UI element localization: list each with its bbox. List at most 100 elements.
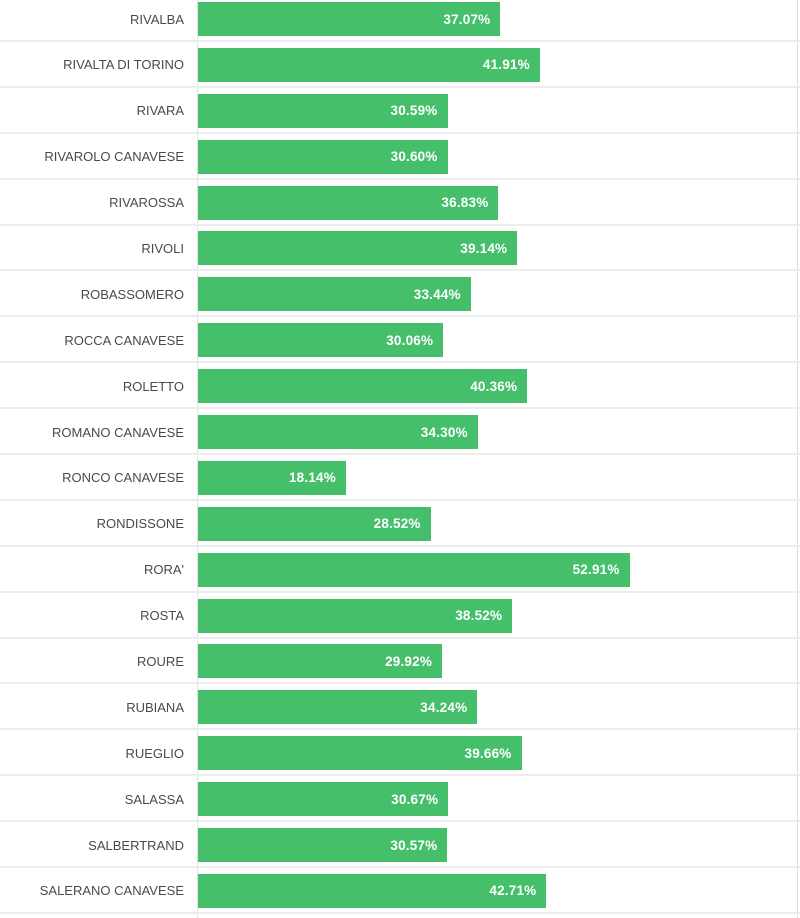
bar-value-label: 52.91%: [572, 562, 620, 578]
bar[interactable]: 28.52%: [198, 506, 431, 541]
category-label: RIVOLI: [141, 240, 184, 256]
bar[interactable]: 36.83%: [198, 185, 499, 220]
bar-area: 30.06%: [198, 323, 800, 358]
bar-value-label: 30.59%: [390, 103, 438, 119]
category-label: ROCCA CANAVESE: [64, 332, 184, 348]
bar-area: 39.66%: [198, 736, 800, 771]
bar[interactable]: 39.14%: [198, 231, 518, 266]
row-divider: [0, 911, 800, 914]
bar[interactable]: 30.06%: [198, 323, 444, 358]
row-divider: [0, 223, 800, 226]
bar-value-label: 37.07%: [443, 11, 491, 27]
bar-value-label: 38.52%: [455, 608, 503, 624]
chart-row: RUBIANA 34.24%: [0, 688, 800, 734]
category-label: SALBERTRAND: [88, 837, 184, 853]
row-divider: [0, 728, 800, 731]
chart-row: ROBASSOMERO 33.44%: [0, 275, 800, 321]
row-divider: [0, 820, 800, 823]
bar-value-label: 42.71%: [489, 883, 537, 899]
bar[interactable]: 34.24%: [198, 690, 478, 725]
chart-row: SALBERTRAND 30.57%: [0, 826, 800, 872]
chart-row: RIVALTA DI TORINO 41.91%: [0, 46, 800, 92]
bar[interactable]: 30.67%: [198, 782, 449, 817]
bar-value-label: 30.57%: [390, 837, 438, 853]
row-divider: [0, 361, 800, 364]
bar-value-label: 40.36%: [470, 378, 518, 394]
category-label: SALASSA: [124, 791, 184, 807]
bar-area: 30.67%: [198, 782, 800, 817]
category-label: RUBIANA: [126, 699, 184, 715]
row-divider: [0, 682, 800, 685]
bar-value-label: 36.83%: [441, 195, 489, 211]
bar[interactable]: 29.92%: [198, 644, 443, 679]
bar[interactable]: 38.52%: [198, 598, 513, 633]
category-label: RIVALTA DI TORINO: [63, 57, 184, 73]
bar-area: 34.30%: [198, 415, 800, 450]
right-gridline: [797, 0, 798, 918]
bar-value-label: 39.66%: [464, 745, 512, 761]
bar[interactable]: 41.91%: [198, 47, 540, 82]
row-divider: [0, 866, 800, 869]
row-divider: [0, 131, 800, 134]
bar-area: 52.91%: [198, 552, 800, 587]
bar[interactable]: 34.30%: [198, 415, 478, 450]
bar[interactable]: 37.07%: [198, 2, 501, 36]
chart-row: RIVALBA 37.07%: [0, 0, 800, 46]
chart-row: RIVOLI 39.14%: [0, 229, 800, 275]
category-label: RORA': [143, 562, 184, 578]
bar[interactable]: 30.59%: [198, 93, 448, 128]
bar-value-label: 30.67%: [391, 791, 439, 807]
bar-area: 30.59%: [198, 93, 800, 128]
row-divider: [0, 269, 800, 272]
chart-row: SALASSA 30.67%: [0, 780, 800, 826]
bar[interactable]: 30.60%: [198, 139, 448, 174]
category-label: RONCO CANAVESE: [62, 470, 184, 486]
row-divider: [0, 85, 800, 88]
bar[interactable]: 52.91%: [198, 552, 630, 587]
chart-row: RIVAROSSA 36.83%: [0, 184, 800, 230]
bar-value-label: 30.60%: [390, 149, 438, 165]
category-label: RIVAROSSA: [109, 195, 184, 211]
bar[interactable]: 18.14%: [198, 460, 346, 495]
bar-value-label: 30.06%: [386, 332, 434, 348]
bar-area: 38.52%: [198, 598, 800, 633]
chart-row: RONCO CANAVESE 18.14%: [0, 459, 800, 505]
category-label: ROSTA: [140, 608, 184, 624]
category-label: ROMANO CANAVESE: [52, 424, 184, 440]
chart-row: RONDISSONE 28.52%: [0, 505, 800, 551]
category-label: ROURE: [137, 653, 184, 669]
bar-area: 18.14%: [198, 460, 800, 495]
chart-row: RORA' 52.91%: [0, 551, 800, 597]
chart-row: ROMANO CANAVESE 34.30%: [0, 413, 800, 459]
bar[interactable]: 40.36%: [198, 369, 528, 404]
bar[interactable]: 30.57%: [198, 828, 448, 863]
category-label: RIVARA: [136, 103, 184, 119]
row-divider: [0, 315, 800, 318]
bar[interactable]: 39.66%: [198, 736, 522, 771]
bar-area: 33.44%: [198, 277, 800, 312]
row-divider: [0, 636, 800, 639]
category-label: RIVALBA: [130, 11, 184, 27]
row-divider: [0, 453, 800, 456]
category-label: ROLETTO: [122, 378, 184, 394]
chart-row: ROCCA CANAVESE 30.06%: [0, 321, 800, 367]
bar[interactable]: 33.44%: [198, 277, 471, 312]
y-axis-line: [197, 0, 198, 918]
bar-area: 28.52%: [198, 506, 800, 541]
category-label: ROBASSOMERO: [80, 286, 184, 302]
bar[interactable]: 42.71%: [198, 873, 547, 908]
row-divider: [0, 774, 800, 777]
bar-area: 37.07%: [198, 2, 800, 36]
chart-row: RIVAROLO CANAVESE 30.60%: [0, 138, 800, 184]
bar-value-label: 41.91%: [482, 57, 530, 73]
bar-value-label: 28.52%: [373, 516, 421, 532]
row-divider: [0, 544, 800, 547]
chart-row: ROSTA 38.52%: [0, 597, 800, 643]
chart-row: RUEGLIO 39.66%: [0, 734, 800, 780]
chart-row: SALERANO CANAVESE 42.71%: [0, 872, 800, 918]
bar-area: 29.92%: [198, 644, 800, 679]
row-divider: [0, 40, 800, 42]
bar-value-label: 33.44%: [413, 286, 461, 302]
